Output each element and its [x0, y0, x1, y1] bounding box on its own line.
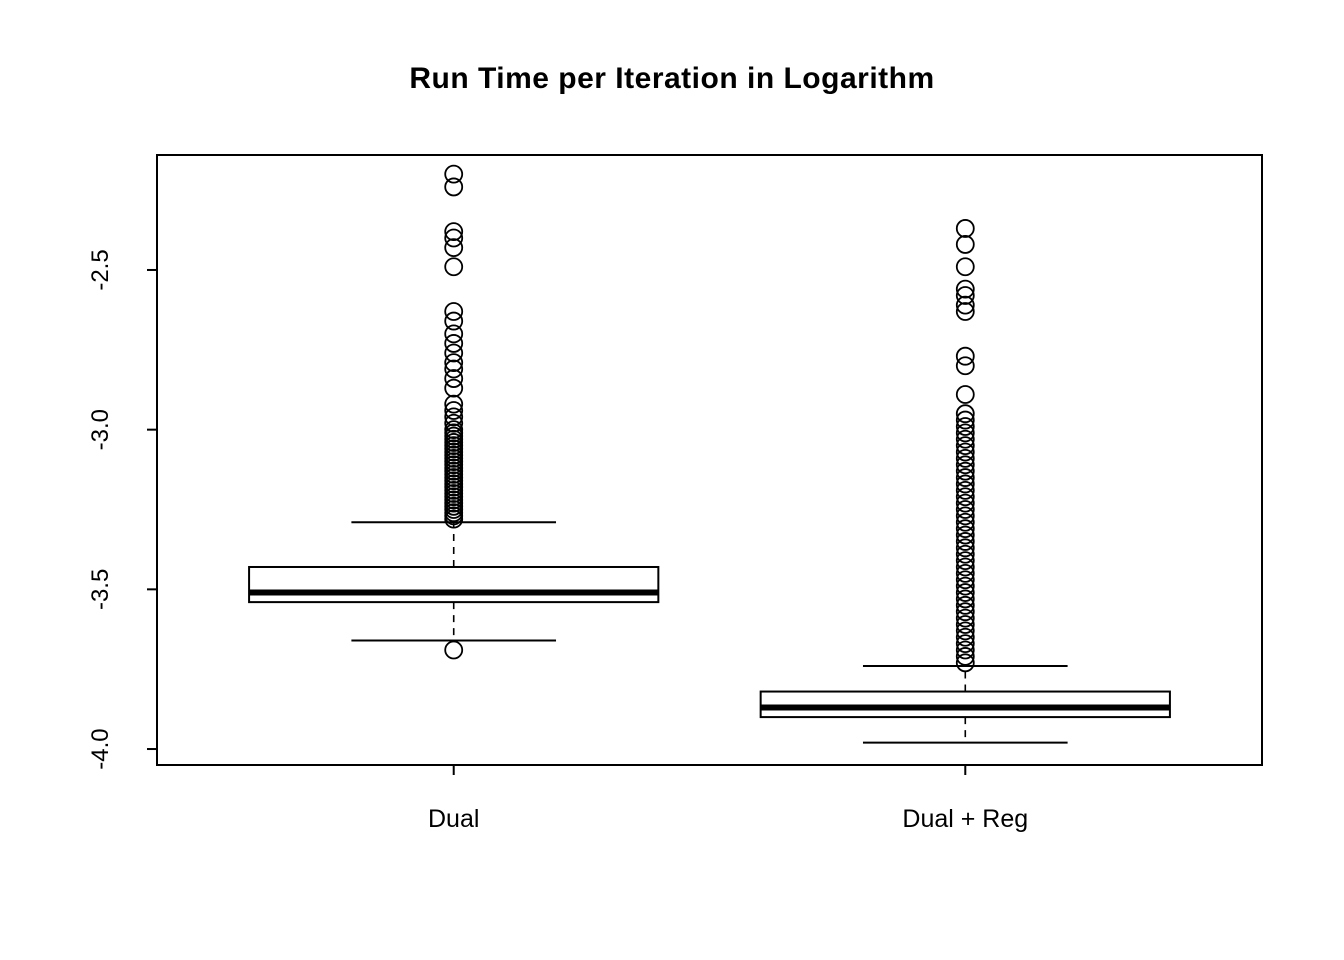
outlier-point	[444, 509, 464, 529]
outlier-point	[955, 589, 975, 609]
outlier-point	[955, 219, 975, 238]
outlier-point	[955, 544, 975, 564]
outlier-point	[444, 407, 464, 427]
x-tick-label: Dual	[428, 805, 479, 833]
outlier-point	[444, 238, 464, 258]
outlier-point	[444, 302, 464, 321]
outlier-point	[444, 640, 464, 660]
outlier-point	[955, 538, 975, 558]
outlier-point	[955, 525, 975, 545]
outlier-point	[955, 429, 975, 449]
outlier-point	[955, 436, 975, 456]
y-axis: -2.5 -3.0 -3.5 -4.0	[87, 249, 157, 770]
outlier-point	[955, 404, 975, 424]
x-axis: Dual Dual + Reg	[428, 765, 1028, 833]
outlier-point	[955, 608, 975, 628]
outlier-point	[444, 177, 464, 197]
outlier-point	[444, 311, 464, 331]
outlier-point	[955, 474, 975, 494]
outlier-point	[955, 506, 975, 526]
outlier-point	[955, 295, 975, 315]
outlier-point	[955, 634, 975, 654]
outlier-point	[955, 576, 975, 596]
outlier-point	[955, 487, 975, 507]
outlier-point	[955, 532, 975, 551]
outlier-point	[955, 442, 975, 462]
outlier-point	[955, 455, 975, 475]
outlier-point	[955, 449, 975, 468]
outlier-point	[955, 279, 975, 299]
outlier-point	[955, 417, 975, 436]
outlier-point	[955, 640, 975, 660]
outlier-point	[955, 235, 975, 254]
outlier-point	[955, 302, 975, 321]
outlier-point	[955, 583, 975, 602]
outlier-point	[444, 324, 464, 344]
outlier-point	[955, 356, 975, 376]
iqr-box	[759, 690, 1171, 719]
outlier-point	[955, 468, 975, 487]
outlier-point	[955, 257, 975, 277]
outlier-point	[444, 222, 464, 242]
y-tick-label: -3.5	[87, 569, 114, 610]
outlier-point	[955, 602, 975, 622]
outlier-point	[444, 334, 464, 353]
iqr-box	[248, 565, 660, 604]
outlier-point	[444, 369, 464, 388]
outlier-point	[955, 385, 975, 404]
outlier-point	[444, 228, 464, 248]
outlier-point	[955, 286, 975, 305]
outlier-point	[444, 343, 464, 363]
outlier-point	[444, 353, 464, 372]
outlier-point	[955, 410, 975, 430]
outlier-point	[955, 551, 975, 571]
outlier-point	[955, 570, 975, 590]
outlier-point	[955, 653, 975, 673]
outlier-point	[955, 627, 975, 647]
outlier-point	[955, 621, 975, 641]
boxplot-dual	[248, 164, 660, 660]
outlier-point	[955, 519, 975, 539]
outlier-point	[444, 401, 464, 420]
outlier-point	[955, 595, 975, 615]
chart-title: Run Time per Iteration in Logarithm	[409, 62, 935, 95]
outlier-point	[955, 512, 975, 532]
outlier-point	[955, 557, 975, 577]
outlier-point	[444, 164, 464, 184]
outlier-point	[955, 647, 975, 666]
y-tick-label: -4.0	[87, 728, 114, 769]
y-tick-label: -2.5	[87, 249, 114, 290]
outlier-point	[955, 493, 975, 513]
outlier-point	[955, 500, 975, 519]
outlier-point	[444, 257, 464, 277]
outlier-point	[444, 413, 464, 433]
boxplot-dual-reg	[759, 219, 1171, 744]
outlier-point	[444, 378, 464, 398]
outlier-point	[955, 346, 975, 366]
plot-frame	[156, 154, 1263, 766]
outlier-point	[444, 359, 464, 379]
outlier-point	[955, 563, 975, 583]
outlier-point	[955, 423, 975, 443]
outlier-point	[955, 461, 975, 481]
x-tick-label: Dual + Reg	[902, 805, 1028, 833]
y-tick-label: -3.0	[87, 409, 114, 450]
outlier-point	[955, 615, 975, 634]
outlier-point	[955, 480, 975, 500]
outlier-point	[444, 394, 464, 414]
